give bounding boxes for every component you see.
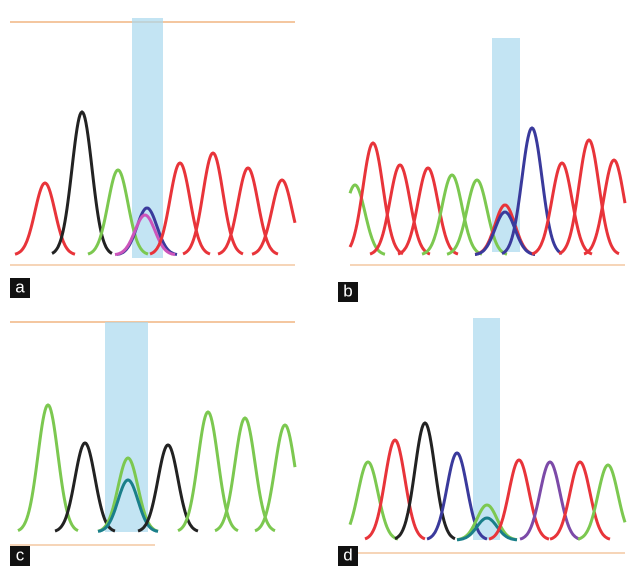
panel-label: a xyxy=(15,277,25,296)
panel-label: c xyxy=(16,545,25,564)
highlight xyxy=(132,18,163,258)
panel-label: d xyxy=(343,545,352,564)
figure: a b c d xyxy=(0,0,637,568)
panel-label: b xyxy=(343,281,352,300)
highlight xyxy=(473,318,500,540)
